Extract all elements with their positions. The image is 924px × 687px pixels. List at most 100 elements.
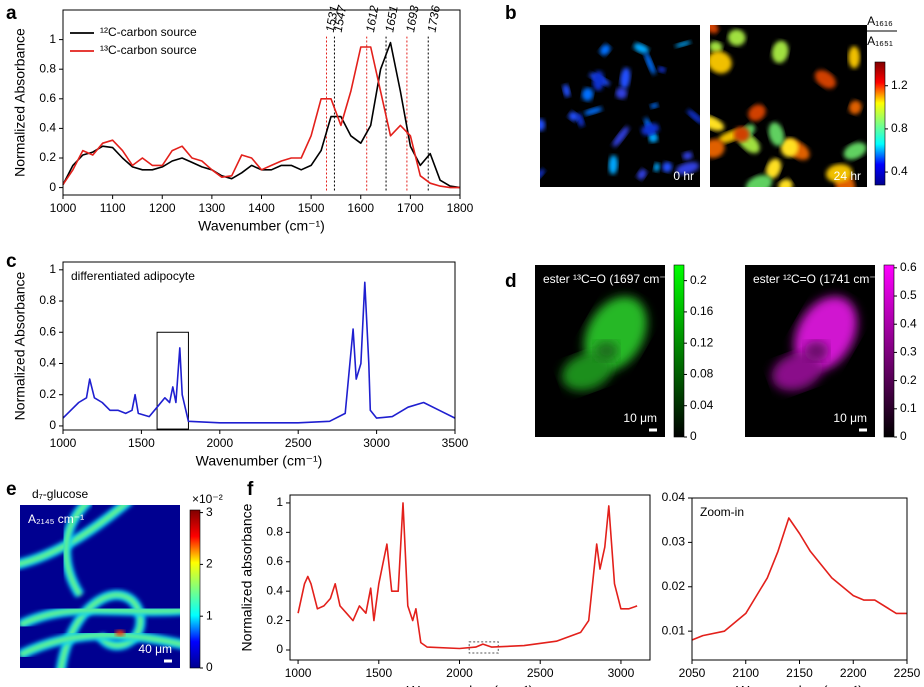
y-tick-label: 0.4 [266,583,283,597]
image-label: 24 hr [834,169,861,183]
colorbar [883,264,895,438]
y-axis-label: Normalized Absorbance [12,28,28,177]
legend-label: ¹³C-carbon source [100,43,197,57]
image-feature [674,41,692,48]
image-feature [648,133,658,143]
image-feature [637,169,647,180]
colorbar [189,509,201,669]
image-feature [848,46,860,69]
image-feature [733,126,750,143]
reference-label: 1531 [323,5,341,34]
image-feature [745,174,773,187]
x-tick-label: 2500 [527,666,554,680]
x-axis-label: Wavenumber (cm⁻¹) [198,218,325,234]
image-feature [540,168,545,180]
y-tick-label: 1 [276,495,283,509]
image-feature [561,352,613,391]
image-feature [657,66,666,73]
y-tick-label: 0.03 [662,535,686,549]
colorbar-tick-label: 2 [206,557,213,571]
x-tick-label: 1000 [50,201,77,215]
x-tick-label: 2200 [840,666,867,680]
colorbar-tick-label: 3 [206,505,213,519]
image-feature [825,164,853,183]
y-tick-label: 0.04 [662,490,686,504]
colorbar-tick-label: 0.1 [900,401,917,415]
colorbar-title: A₁₆₁₆ [867,14,893,28]
colorbar-tick-label: 0 [900,429,907,443]
colorbar-tick-label: 0 [206,660,213,674]
image-feature [778,179,793,187]
image-feature [115,630,125,636]
reference-label: 1547 [331,3,350,33]
image-feature [710,25,719,34]
image-feature [594,341,619,361]
plot-frame [62,261,456,431]
panel-letter: c [6,251,17,272]
colorbar [874,61,886,186]
y-axis-label: Normalized absorbance [239,503,255,651]
x-tick-label: 1200 [149,201,176,215]
y-tick-label: 0 [49,180,56,194]
highlight-box [156,331,189,430]
y-tick-label: 0.2 [39,150,56,164]
y-tick-label: 0 [276,642,283,656]
image-label: 0 hr [673,169,694,183]
image-label: A₂₁₄₅ cm⁻¹ [28,512,84,526]
panel-letter: a [6,3,17,24]
y-tick-label: 0.02 [662,579,686,593]
reference-label: 1651 [382,5,400,34]
colorbar-tick-label: 0.2 [900,373,917,387]
image-feature [20,505,128,566]
image-feature [848,100,862,115]
y-tick-label: 0.6 [39,324,56,338]
image-feature [20,633,180,657]
y-tick-label: 0.4 [39,121,56,135]
image-feature [615,87,628,99]
image-feature [814,70,836,89]
y-tick-label: 0.01 [662,623,686,637]
image-feature [768,122,785,147]
plot-frame [62,9,461,196]
image-feature [608,155,618,175]
image [710,25,867,187]
colorbar-tick-label: 0.5 [900,288,917,302]
image-feature [675,161,700,175]
image-feature [843,142,867,160]
colorbar-title: A₁₆₅₁ [867,34,893,48]
image-feature [612,126,629,147]
scale-bar-label: 10 μm [623,411,657,425]
reference-label: 1612 [363,4,381,33]
plot-frame [289,494,651,661]
colorbar-tick-label: 0 [690,429,697,443]
colorbar-tick-label: 0.6 [900,260,917,274]
image [535,265,665,437]
y-tick-label: 0.2 [266,613,283,627]
colorbar-tick-label: 1 [206,608,213,622]
image-feature [804,341,829,361]
legend-label: ¹²C-carbon source [100,25,197,39]
x-tick-label: 1600 [347,201,374,215]
colorbar-tick-label: 0.16 [690,304,714,318]
colorbar-tick-label: 0.08 [690,367,714,381]
image-feature [620,67,631,90]
image-feature [687,109,700,124]
plot-frame [691,497,908,661]
image-feature [727,29,746,46]
scale-bar-label: 40 μm [138,642,172,656]
y-tick-label: 0.2 [39,387,56,401]
panel-letter: e [6,479,17,500]
colorbar-tick-label: 0.2 [690,273,707,287]
y-tick-label: 0.8 [39,293,56,307]
x-tick-label: 1300 [199,201,226,215]
image [20,505,180,668]
image-feature [771,352,823,391]
image-label: ester ¹²C=O (1741 cm⁻¹) [753,272,884,286]
x-tick-label: 1700 [397,201,424,215]
x-axis-label: Wavenumber (cm⁻¹) [407,683,534,687]
colorbar-multiplier: ×10⁻² [192,492,223,506]
x-tick-label: 1000 [285,666,312,680]
image [540,25,700,187]
x-axis-label: Wavenumber (cm⁻¹) [196,453,323,469]
image-feature [568,111,579,122]
